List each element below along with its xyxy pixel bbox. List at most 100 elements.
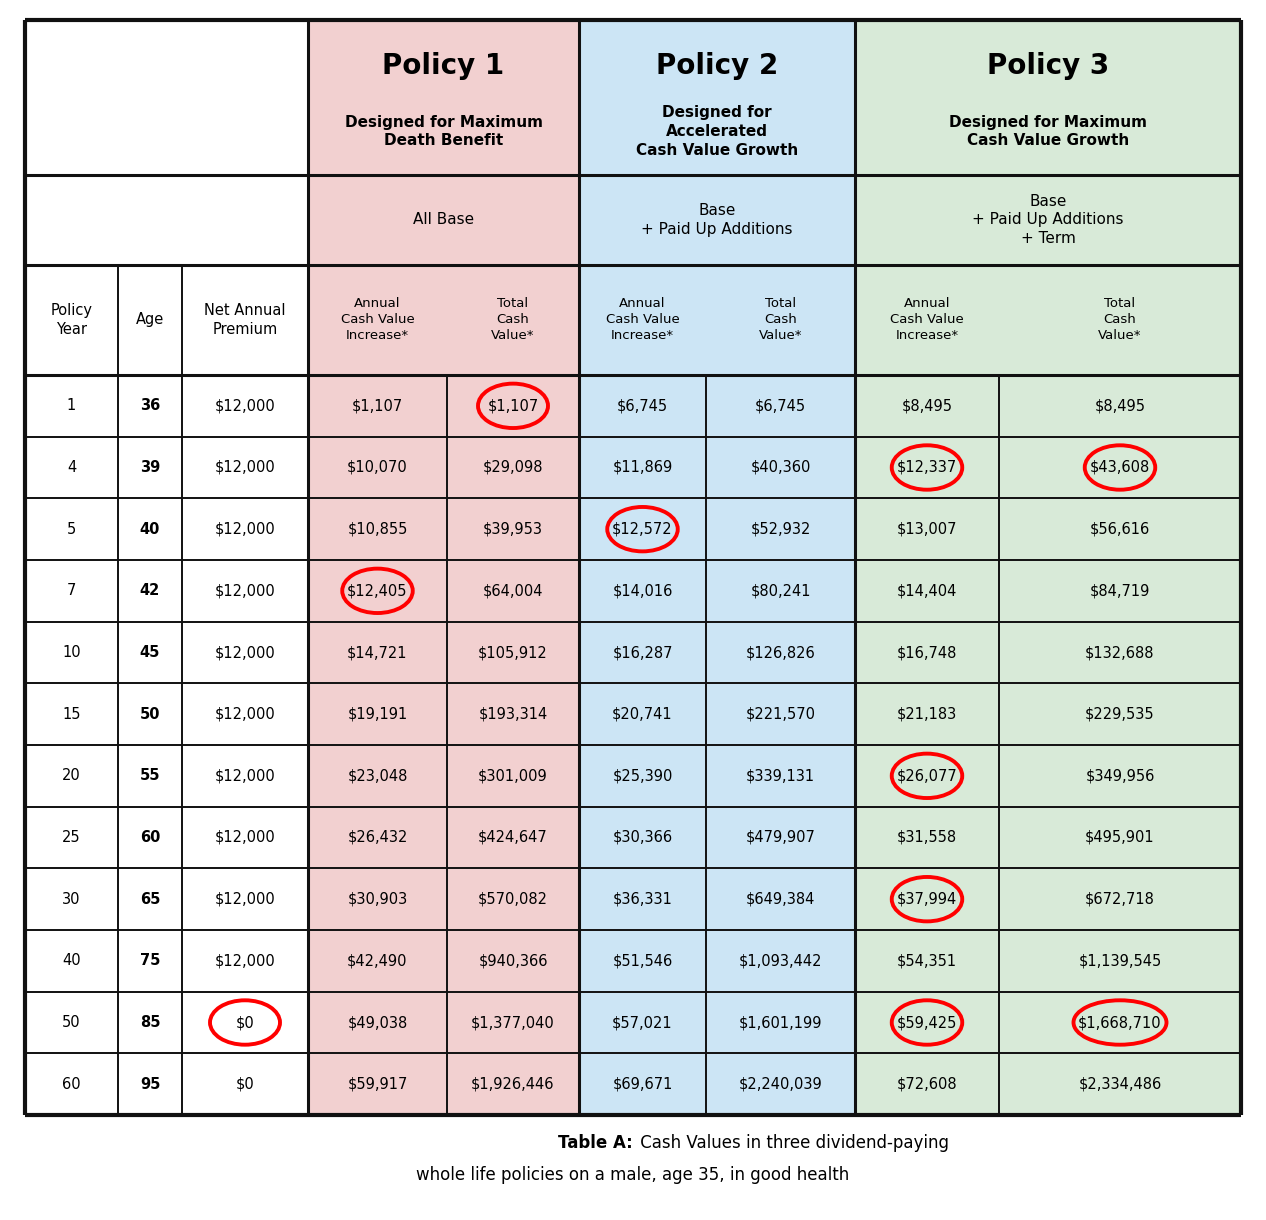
Bar <box>855 745 1241 806</box>
Text: $14,404: $14,404 <box>896 583 957 598</box>
Text: $30,903: $30,903 <box>347 892 408 906</box>
Text: $649,384: $649,384 <box>746 892 815 906</box>
Text: $42,490: $42,490 <box>347 953 408 969</box>
Text: $16,287: $16,287 <box>613 645 672 660</box>
Bar <box>308 1053 579 1115</box>
Bar <box>25 745 308 806</box>
Text: $105,912: $105,912 <box>479 645 548 660</box>
Text: $132,688: $132,688 <box>1085 645 1155 660</box>
Text: $495,901: $495,901 <box>1085 830 1155 845</box>
Bar <box>855 622 1241 683</box>
Text: $6,745: $6,745 <box>755 399 806 414</box>
Text: 65: 65 <box>139 892 161 906</box>
Text: $49,038: $49,038 <box>347 1015 408 1030</box>
Text: $1,093,442: $1,093,442 <box>739 953 822 969</box>
Bar <box>308 498 579 560</box>
Text: $1,926,446: $1,926,446 <box>471 1077 555 1092</box>
Text: $43,608: $43,608 <box>1090 460 1150 475</box>
Text: 60: 60 <box>62 1077 81 1092</box>
Text: 50: 50 <box>139 706 161 722</box>
Text: $12,000: $12,000 <box>215 460 276 475</box>
Bar <box>855 930 1241 992</box>
Text: 15: 15 <box>62 706 81 722</box>
Text: $14,721: $14,721 <box>347 645 408 660</box>
Bar <box>579 806 855 869</box>
Text: $14,016: $14,016 <box>613 583 672 598</box>
Bar <box>855 992 1241 1053</box>
Bar <box>25 560 308 622</box>
Text: $1,668,710: $1,668,710 <box>1079 1015 1162 1030</box>
Text: $2,334,486: $2,334,486 <box>1079 1077 1162 1092</box>
Bar <box>855 683 1241 745</box>
Text: $56,616: $56,616 <box>1090 522 1150 537</box>
Text: $221,570: $221,570 <box>746 706 815 722</box>
Bar <box>579 20 855 174</box>
Text: $13,007: $13,007 <box>896 522 957 537</box>
Text: $57,021: $57,021 <box>613 1015 672 1030</box>
Bar <box>579 992 855 1053</box>
Bar <box>308 683 579 745</box>
Bar <box>579 1053 855 1115</box>
Text: 85: 85 <box>139 1015 161 1030</box>
Bar <box>579 375 855 437</box>
Text: $0: $0 <box>235 1077 254 1092</box>
Text: Base
+ Paid Up Additions
+ Term: Base + Paid Up Additions + Term <box>972 194 1124 246</box>
Text: $8,495: $8,495 <box>1095 399 1146 414</box>
Text: $8,495: $8,495 <box>901 399 952 414</box>
Text: Net Annual
Premium: Net Annual Premium <box>204 304 286 337</box>
Text: $20,741: $20,741 <box>613 706 672 722</box>
Text: $339,131: $339,131 <box>746 769 815 783</box>
Text: $479,907: $479,907 <box>746 830 815 845</box>
Text: 40: 40 <box>139 522 161 537</box>
Text: $10,855: $10,855 <box>347 522 408 537</box>
Text: $1,601,199: $1,601,199 <box>739 1015 822 1030</box>
Bar <box>308 560 579 622</box>
Text: $31,558: $31,558 <box>896 830 957 845</box>
Text: $424,647: $424,647 <box>479 830 548 845</box>
Text: Total
Cash
Value*: Total Cash Value* <box>1098 298 1142 343</box>
Text: 39: 39 <box>139 460 160 475</box>
Text: whole life policies on a male, age 35, in good health: whole life policies on a male, age 35, i… <box>417 1166 849 1183</box>
Text: 95: 95 <box>139 1077 161 1092</box>
Text: $54,351: $54,351 <box>896 953 957 969</box>
Text: $12,000: $12,000 <box>215 583 276 598</box>
Text: $51,546: $51,546 <box>613 953 672 969</box>
Text: $12,000: $12,000 <box>215 706 276 722</box>
Text: 60: 60 <box>139 830 161 845</box>
Bar <box>25 683 308 745</box>
Text: $12,000: $12,000 <box>215 399 276 414</box>
Bar <box>855 498 1241 560</box>
Text: $12,000: $12,000 <box>215 645 276 660</box>
Text: $25,390: $25,390 <box>613 769 672 783</box>
Text: 50: 50 <box>62 1015 81 1030</box>
Bar <box>579 20 855 375</box>
Bar <box>579 869 855 930</box>
Text: $30,366: $30,366 <box>613 830 672 845</box>
Bar <box>579 560 855 622</box>
Text: Policy 3: Policy 3 <box>987 52 1109 81</box>
Text: $12,000: $12,000 <box>215 769 276 783</box>
Text: $39,953: $39,953 <box>484 522 543 537</box>
Bar <box>308 806 579 869</box>
Bar <box>308 745 579 806</box>
Bar <box>25 375 308 437</box>
Text: $12,572: $12,572 <box>613 522 672 537</box>
Bar <box>25 20 308 375</box>
Text: 5: 5 <box>67 522 76 537</box>
Text: $21,183: $21,183 <box>896 706 957 722</box>
Text: 36: 36 <box>139 399 160 414</box>
Text: $12,405: $12,405 <box>347 583 408 598</box>
Bar <box>308 20 579 375</box>
Text: $64,004: $64,004 <box>482 583 543 598</box>
Text: 10: 10 <box>62 645 81 660</box>
Text: $23,048: $23,048 <box>347 769 408 783</box>
Bar <box>308 20 579 174</box>
Text: $12,337: $12,337 <box>896 460 957 475</box>
Text: Base
+ Paid Up Additions: Base + Paid Up Additions <box>642 204 793 237</box>
Text: Total
Cash
Value*: Total Cash Value* <box>758 298 803 343</box>
Text: $40,360: $40,360 <box>751 460 810 475</box>
Text: Policy 2: Policy 2 <box>656 52 779 81</box>
Text: 7: 7 <box>67 583 76 598</box>
Bar <box>25 869 308 930</box>
Text: Total
Cash
Value*: Total Cash Value* <box>491 298 534 343</box>
